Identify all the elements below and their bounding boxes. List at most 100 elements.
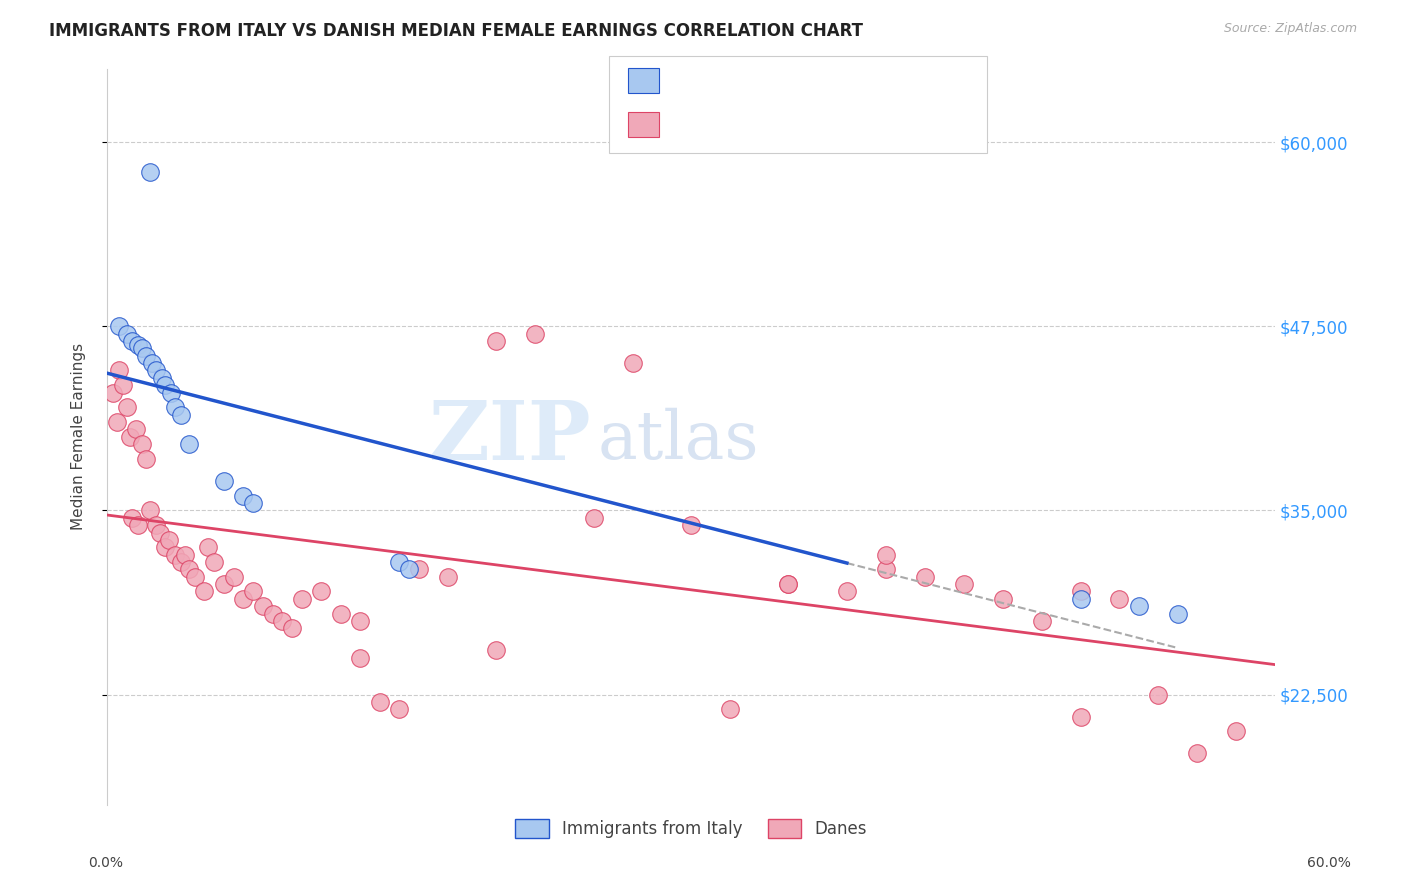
Point bbox=[875, 548, 897, 562]
Point bbox=[160, 385, 183, 400]
Point bbox=[127, 518, 149, 533]
Point bbox=[914, 570, 936, 584]
Point bbox=[368, 695, 391, 709]
Point bbox=[135, 451, 157, 466]
Point bbox=[105, 415, 128, 429]
Point bbox=[232, 489, 254, 503]
Point bbox=[991, 591, 1014, 606]
Point bbox=[120, 430, 142, 444]
Point bbox=[150, 371, 173, 385]
Point bbox=[1187, 747, 1209, 761]
Point bbox=[212, 474, 235, 488]
Text: R =: R = bbox=[671, 71, 707, 89]
Point bbox=[170, 555, 193, 569]
Point bbox=[125, 422, 148, 436]
Point bbox=[1031, 614, 1053, 628]
Point bbox=[135, 349, 157, 363]
Point bbox=[177, 437, 200, 451]
Point bbox=[174, 548, 197, 562]
Point bbox=[1147, 688, 1170, 702]
Point bbox=[398, 562, 420, 576]
Point bbox=[155, 540, 177, 554]
Text: 23: 23 bbox=[858, 71, 882, 89]
Point bbox=[835, 584, 858, 599]
Point bbox=[718, 702, 741, 716]
Point bbox=[1225, 724, 1247, 739]
Point bbox=[121, 334, 143, 348]
Point bbox=[1070, 709, 1092, 723]
Text: R =: R = bbox=[671, 116, 707, 134]
Point bbox=[1070, 591, 1092, 606]
Point bbox=[222, 570, 245, 584]
Point bbox=[177, 562, 200, 576]
Point bbox=[281, 621, 304, 635]
Point bbox=[155, 378, 177, 392]
Point bbox=[107, 319, 129, 334]
Point bbox=[524, 326, 547, 341]
Text: N =: N = bbox=[818, 116, 855, 134]
Point bbox=[139, 164, 162, 178]
Point bbox=[107, 363, 129, 377]
Point bbox=[388, 702, 411, 716]
Point bbox=[621, 356, 644, 370]
Point bbox=[101, 385, 124, 400]
Point bbox=[202, 555, 225, 569]
Point bbox=[388, 555, 411, 569]
Point bbox=[145, 518, 167, 533]
Point bbox=[1108, 591, 1130, 606]
Point bbox=[262, 607, 284, 621]
Text: 0.0%: 0.0% bbox=[89, 856, 122, 871]
Point bbox=[212, 577, 235, 591]
Point bbox=[252, 599, 274, 614]
Point bbox=[485, 334, 508, 348]
Point bbox=[1070, 584, 1092, 599]
Point bbox=[131, 342, 153, 356]
Point bbox=[485, 643, 508, 657]
Point bbox=[778, 577, 800, 591]
Point bbox=[193, 584, 215, 599]
Point bbox=[349, 650, 371, 665]
Y-axis label: Median Female Earnings: Median Female Earnings bbox=[72, 343, 86, 531]
Text: IMMIGRANTS FROM ITALY VS DANISH MEDIAN FEMALE EARNINGS CORRELATION CHART: IMMIGRANTS FROM ITALY VS DANISH MEDIAN F… bbox=[49, 22, 863, 40]
Point bbox=[952, 577, 974, 591]
Text: atlas: atlas bbox=[598, 408, 759, 473]
Text: -0.079: -0.079 bbox=[710, 116, 769, 134]
Point bbox=[131, 437, 153, 451]
Point bbox=[309, 584, 332, 599]
Text: Source: ZipAtlas.com: Source: ZipAtlas.com bbox=[1223, 22, 1357, 36]
Point bbox=[115, 326, 138, 341]
Point bbox=[271, 614, 294, 628]
Text: 63: 63 bbox=[858, 116, 880, 134]
Point bbox=[232, 591, 254, 606]
Text: 60.0%: 60.0% bbox=[1306, 856, 1351, 871]
Point bbox=[582, 510, 605, 524]
Point bbox=[291, 591, 314, 606]
Point bbox=[145, 363, 167, 377]
Point bbox=[681, 518, 703, 533]
Point bbox=[349, 614, 371, 628]
Point bbox=[875, 562, 897, 576]
Point bbox=[111, 378, 134, 392]
Point bbox=[242, 496, 264, 510]
Point bbox=[408, 562, 430, 576]
Point bbox=[157, 533, 180, 547]
Point bbox=[778, 577, 800, 591]
Point bbox=[242, 584, 264, 599]
Text: N =: N = bbox=[818, 71, 855, 89]
Legend: Immigrants from Italy, Danes: Immigrants from Italy, Danes bbox=[509, 812, 873, 845]
Point bbox=[165, 401, 187, 415]
Point bbox=[170, 408, 193, 422]
Point bbox=[197, 540, 219, 554]
Point bbox=[183, 570, 205, 584]
Point bbox=[1167, 607, 1189, 621]
Point bbox=[329, 607, 352, 621]
Point bbox=[139, 503, 162, 517]
Point bbox=[115, 401, 138, 415]
Text: -0.729: -0.729 bbox=[710, 71, 769, 89]
Point bbox=[165, 548, 187, 562]
Point bbox=[141, 356, 163, 370]
Point bbox=[436, 570, 458, 584]
Point bbox=[1128, 599, 1150, 614]
Text: ZIP: ZIP bbox=[429, 397, 592, 476]
Point bbox=[149, 525, 172, 540]
